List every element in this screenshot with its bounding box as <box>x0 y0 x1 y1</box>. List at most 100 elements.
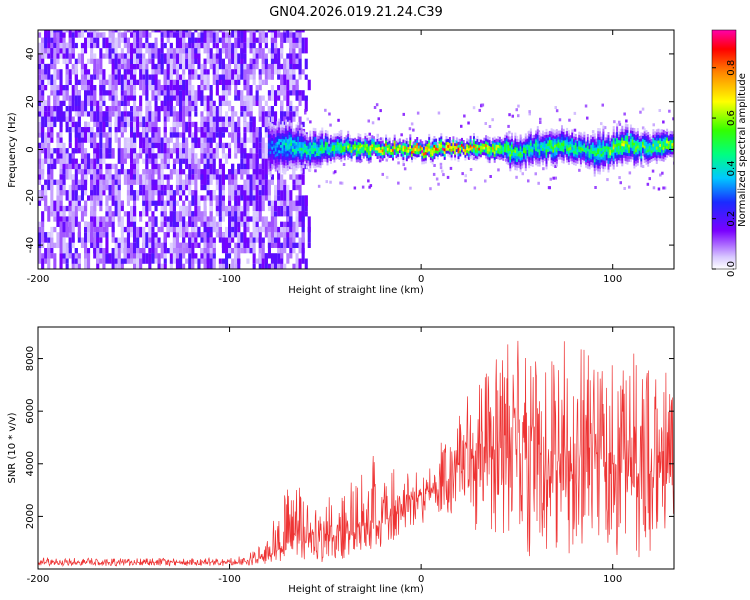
heatmap-cell <box>200 42 204 49</box>
heatmap-cell <box>293 157 296 161</box>
heatmap-cell <box>277 232 281 238</box>
heatmap-cell <box>600 122 603 126</box>
heatmap-cell <box>292 200 296 212</box>
heatmap-cell <box>267 145 270 149</box>
heatmap-cell <box>614 141 617 145</box>
heatmap-cell <box>237 148 241 154</box>
heatmap-cell <box>93 232 97 248</box>
heatmap-cell <box>166 158 170 164</box>
heatmap-cell <box>409 134 412 138</box>
heatmap-cell <box>600 133 603 137</box>
heatmap-cell <box>405 140 408 144</box>
heatmap-cell <box>142 226 146 238</box>
heatmap-cell <box>290 125 293 129</box>
heatmap-cell <box>80 48 84 54</box>
heatmap-cell <box>234 74 238 80</box>
heatmap-cell <box>348 154 351 159</box>
heatmap-cell <box>151 190 155 201</box>
heatmap-cell <box>367 151 370 155</box>
heatmap-cell <box>461 172 464 176</box>
heatmap-cell <box>455 146 458 150</box>
heatmap-cell <box>283 30 287 38</box>
heatmap-cell <box>47 63 51 80</box>
heatmap-cell <box>529 151 532 155</box>
heatmap-cell <box>281 132 284 136</box>
heatmap-cell <box>203 226 207 243</box>
heatmap-cell <box>359 139 362 143</box>
heatmap-cell <box>264 100 268 106</box>
heatmap-cell <box>228 132 232 138</box>
heatmap-cell <box>304 149 307 153</box>
heatmap-cell <box>276 155 279 159</box>
heatmap-cell <box>68 237 72 248</box>
heatmap-cell <box>191 69 195 80</box>
heatmap-cell <box>274 131 277 135</box>
heatmap-cell <box>643 128 646 132</box>
heatmap-cell <box>529 145 532 149</box>
heatmap-cell <box>154 232 158 238</box>
heatmap-cell <box>533 152 536 156</box>
heatmap-cell <box>169 242 173 254</box>
heatmap-cell <box>614 146 617 150</box>
heatmap-cell <box>59 200 63 206</box>
heatmap-cell <box>172 253 176 264</box>
heatmap-cell <box>286 190 290 201</box>
heatmap-cell <box>269 127 272 131</box>
heatmap-cell <box>419 150 422 155</box>
heatmap-cell <box>305 162 308 166</box>
heatmap-cell <box>276 130 279 134</box>
heatmap-cell <box>514 132 517 136</box>
heatmap-cell <box>654 154 657 158</box>
heatmap-cell <box>445 144 448 148</box>
heatmap-cell <box>626 141 629 145</box>
heatmap-cell <box>467 145 470 149</box>
heatmap-cell <box>498 156 501 161</box>
heatmap-cell <box>505 155 508 159</box>
heatmap-cell <box>139 226 143 238</box>
heatmap-cell <box>166 58 170 70</box>
heatmap-cell <box>423 149 425 153</box>
heatmap-cell <box>148 106 152 122</box>
heatmap-cell <box>328 152 331 156</box>
heatmap-cell <box>604 137 607 141</box>
heatmap-cell <box>151 200 155 206</box>
heatmap-cell <box>662 158 665 162</box>
heatmap-cell <box>361 185 365 189</box>
heatmap-cell <box>616 140 619 144</box>
heatmap-cell <box>583 148 586 153</box>
colorbar-gradient <box>711 29 737 270</box>
heatmap-cell <box>523 155 525 159</box>
heatmap-cell <box>59 253 63 269</box>
heatmap-cell <box>148 148 152 159</box>
heatmap-cell <box>182 263 186 269</box>
heatmap-cell <box>647 131 650 136</box>
heatmap-cell <box>274 200 278 212</box>
heatmap-cell <box>524 147 527 151</box>
heatmap-cell <box>385 134 388 138</box>
heatmap-cell <box>65 169 69 180</box>
heatmap-cell <box>619 143 622 147</box>
heatmap-cell <box>298 30 302 38</box>
heatmap-cell <box>378 138 381 142</box>
heatmap-cell <box>172 211 176 227</box>
heatmap-cell <box>445 150 448 154</box>
heatmap-cell <box>421 155 424 159</box>
heatmap-cell <box>271 132 274 136</box>
heatmap-cell <box>562 151 565 155</box>
heatmap-cell <box>348 134 351 138</box>
heatmap-cell <box>628 185 631 189</box>
heatmap-cell <box>526 135 529 139</box>
heatmap-cell <box>450 145 453 149</box>
heatmap-cell <box>555 146 558 150</box>
heatmap-cell <box>385 145 388 150</box>
heatmap-cell <box>357 147 360 151</box>
heatmap-cell <box>237 37 241 49</box>
heatmap-cell <box>237 74 241 80</box>
heatmap-cell <box>507 133 510 137</box>
heatmap-cell <box>547 157 550 161</box>
heatmap-cell <box>295 161 298 165</box>
heatmap-cell <box>38 142 42 149</box>
heatmap-cell <box>65 106 69 112</box>
heatmap-cell <box>130 205 134 222</box>
